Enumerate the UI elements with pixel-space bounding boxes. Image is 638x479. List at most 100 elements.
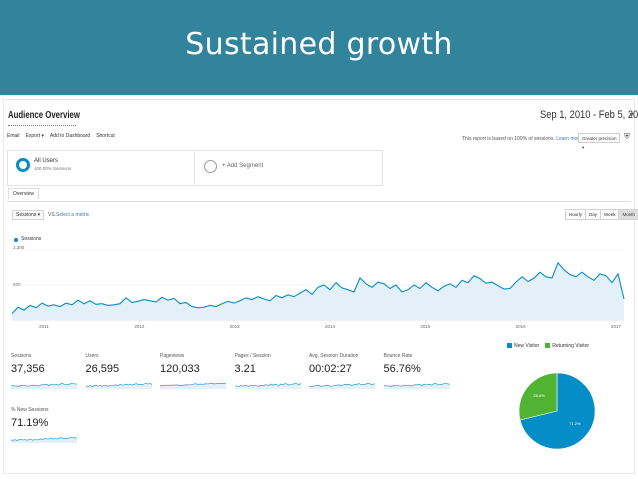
metric-value: 56.76% — [383, 363, 421, 375]
legend-returning-visitor: Returning Visitor — [545, 343, 589, 349]
metric-sparkline — [11, 437, 78, 443]
metric-tile[interactable]: Avg. Session Duration 00:02:27 — [307, 353, 379, 395]
legend-new-visitor-label: New Visitor — [514, 343, 540, 349]
sampling-note: This report is based on 100% of sessions… — [462, 136, 582, 142]
sparkline-line — [11, 383, 78, 387]
metric-sparkline — [234, 383, 301, 389]
metric-label: Users — [85, 353, 99, 359]
month-button[interactable]: Month — [618, 209, 638, 220]
analytics-panel: Audience Overview Sep 1, 2010 - Feb 5, 2… — [3, 99, 638, 474]
week-button[interactable]: Week — [600, 209, 620, 220]
sparkline-fill — [11, 383, 77, 389]
hourly-button[interactable]: Hourly — [565, 209, 587, 220]
tab-divider — [7, 201, 631, 202]
segment-name: All Users — [34, 158, 59, 164]
pie-legend: New Visitor Returning Visitor — [507, 343, 589, 349]
sparkline-fill — [234, 383, 301, 389]
sparkline-fill — [11, 437, 77, 443]
metric-label: Bounce Rate — [383, 353, 413, 359]
learn-more-link[interactable]: Learn more — [556, 136, 582, 142]
sessions-legend-label: Sessions — [21, 236, 42, 242]
y-tick-label: 1,200 — [13, 245, 25, 250]
shortcut-button[interactable]: Shortcut — [96, 133, 115, 139]
sessions-legend-marker — [14, 238, 18, 242]
sessions-area-fill — [12, 262, 624, 320]
sparkline-fill — [85, 383, 152, 389]
day-button[interactable]: Day — [585, 209, 602, 220]
vs-label: VS. — [48, 212, 57, 218]
pie-slice-new-visitor[interactable] — [519, 372, 596, 450]
x-tick-label: 2017 — [611, 324, 622, 329]
sparkline-line — [234, 383, 301, 387]
segment-all-users[interactable]: All Users 100.00% Sessions — [8, 151, 195, 185]
metric-value: 71.19% — [11, 417, 49, 429]
add-to-dashboard-button[interactable]: Add to Dashboard — [49, 133, 91, 139]
sparkline-fill — [383, 383, 450, 389]
chevron-down-icon[interactable]: ▼ — [628, 112, 635, 119]
add-segment-button[interactable]: + Add Segment — [196, 151, 383, 185]
sparkline-fill — [309, 383, 375, 389]
metric-sparkline — [85, 383, 152, 389]
legend-returning-visitor-label: Returning Visitor — [552, 343, 590, 349]
segment-ring-icon — [16, 158, 30, 172]
metric-tile[interactable]: Bounce Rate 56.76% — [382, 353, 454, 395]
tab-overview[interactable]: Overview — [8, 188, 39, 199]
legend-new-visitor: New Visitor — [507, 343, 539, 349]
metric-label: % New Sessions — [11, 407, 49, 413]
x-tick-label: 2013 — [230, 324, 241, 329]
sparkline-fill — [160, 383, 226, 389]
metric-tile[interactable]: Pageviews 120,033 — [158, 353, 230, 395]
metric-value: 120,033 — [160, 363, 200, 375]
sparkline-line — [160, 382, 227, 387]
report-title: Audience Overview — [8, 110, 80, 121]
metric-sparkline — [11, 383, 78, 389]
metric-value: 26,595 — [85, 363, 120, 375]
sparkline-line — [85, 383, 152, 387]
metric-sparkline — [383, 383, 450, 389]
metric-sparkline — [309, 383, 376, 389]
select-metric-link[interactable]: Select a metric — [56, 212, 90, 218]
pie-slice-returning-visitor[interactable] — [518, 372, 558, 421]
segment-bar: All Users 100.00% Sessions + Add Segment — [7, 150, 383, 186]
sparkline-line — [309, 383, 376, 387]
metric-label: Sessions — [11, 353, 32, 359]
sessions-series-line — [11, 261, 625, 314]
sparkline-line — [11, 437, 78, 441]
slide-banner: Sustained growth — [0, 0, 638, 95]
metric-tile[interactable]: Users 26,595 — [84, 353, 156, 395]
export-button[interactable]: Export ▾ — [25, 133, 44, 139]
metric-value: 37,356 — [11, 363, 45, 375]
metric-selector[interactable]: Sessions ▾ — [12, 210, 45, 220]
metric-sparkline — [160, 382, 227, 389]
x-tick-label: 2012 — [134, 324, 145, 329]
metric-value: 00:02:27 — [309, 363, 352, 375]
metric-value: 3.21 — [234, 363, 256, 375]
y-tick-label: 600 — [13, 282, 21, 287]
metric-label: Pageviews — [160, 353, 185, 359]
pie-slice-label: 28.8% — [533, 393, 545, 398]
metric-label: Pages / Session — [234, 353, 271, 359]
date-range-picker[interactable]: Sep 1, 2010 - Feb 5, 2017 — [540, 109, 638, 121]
metric-tile[interactable]: Sessions 37,356 — [9, 353, 81, 395]
visitor-type-pie-chart[interactable]: 71.2% 28.8% — [517, 360, 599, 462]
sampling-note-text: This report is based on 100% of sessions… — [462, 136, 555, 142]
add-segment-label: + Add Segment — [222, 163, 264, 169]
sparkline-line — [383, 383, 450, 387]
x-tick-label: 2015 — [420, 324, 431, 329]
legend-swatch — [545, 343, 551, 349]
granularity-buttons: Hourly Day Week Month — [565, 209, 638, 220]
sessions-area-chart[interactable]: 2011 2012 2013 2014 2015 2016 2017 — [4, 240, 630, 330]
metric-tile[interactable]: % New Sessions 71.19% — [9, 407, 81, 449]
metric-tile[interactable]: Pages / Session 3.21 — [233, 353, 305, 395]
x-tick-label: 2014 — [325, 324, 336, 329]
legend-swatch — [507, 343, 512, 349]
metric-label: Avg. Session Duration — [309, 353, 359, 359]
add-segment-icon — [204, 160, 217, 173]
x-tick-label: 2011 — [39, 324, 49, 329]
segment-subtext: 100.00% Sessions — [34, 166, 72, 171]
shield-icon[interactable]: ⛨ — [624, 132, 630, 141]
slide-title: Sustained growth — [185, 27, 453, 62]
email-button[interactable]: Email — [7, 133, 20, 139]
precision-select[interactable]: Greater precision ▾ — [578, 133, 620, 150]
title-underline — [8, 124, 76, 126]
